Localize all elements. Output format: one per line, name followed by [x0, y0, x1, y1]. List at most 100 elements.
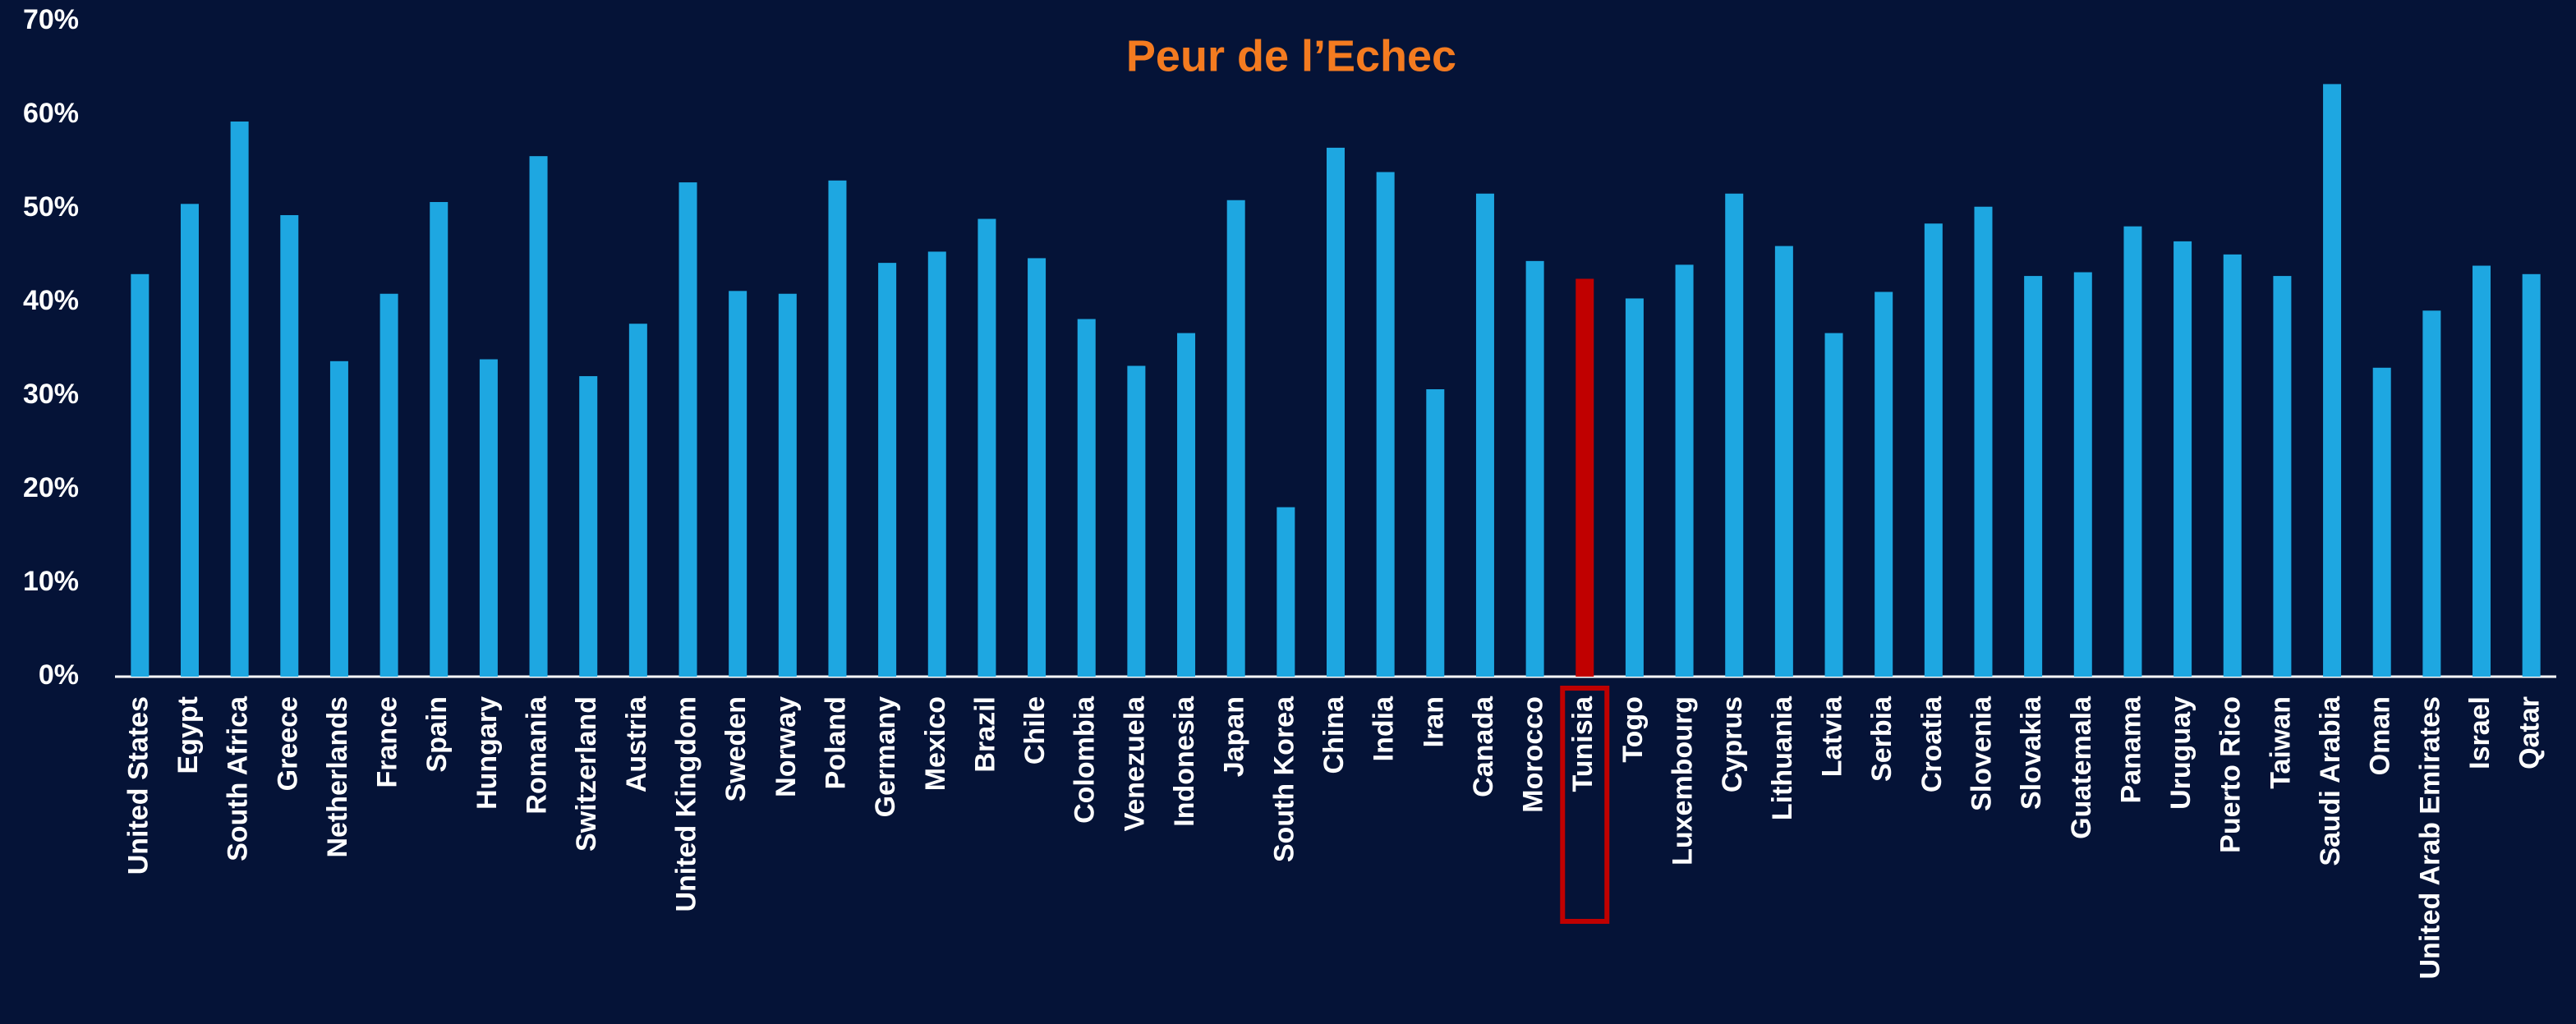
y-tick-label: 30%: [23, 379, 79, 410]
x-tick-label: Norway: [770, 696, 802, 797]
bar: [2522, 273, 2541, 677]
bar: [1725, 193, 1744, 677]
x-tick-label: Germany: [870, 696, 901, 817]
bar: [1824, 333, 1843, 677]
bar: [2174, 241, 2192, 677]
x-tick-label: Taiwan: [2265, 696, 2296, 789]
x-tick-label: Oman: [2365, 696, 2396, 775]
bar: [2073, 272, 2092, 677]
bar: [628, 324, 647, 677]
bar: [1525, 260, 1544, 677]
y-tick-label: 0%: [39, 659, 79, 691]
x-tick-label: Switzerland: [571, 696, 602, 852]
bar: [380, 293, 398, 677]
x-tick-label: Guatemala: [2066, 696, 2097, 839]
bar: [1426, 389, 1445, 677]
bar: [927, 251, 946, 677]
x-tick-label: Romania: [522, 696, 553, 815]
bar: [579, 376, 598, 677]
bar: [1127, 365, 1146, 677]
x-tick-label: United States: [122, 696, 154, 875]
bar: [778, 293, 797, 677]
x-tick-label: Croatia: [1916, 696, 1948, 792]
bar: [678, 182, 697, 677]
x-tick-label: Togo: [1617, 696, 1649, 763]
x-tick-label: Sweden: [720, 696, 752, 801]
bar: [1177, 333, 1196, 677]
bar: [1077, 319, 1096, 677]
y-tick-label: 20%: [23, 472, 79, 503]
x-tick-label: France: [372, 696, 403, 788]
bar: [1327, 147, 1345, 677]
bar: [430, 202, 448, 677]
x-tick-label: Iran: [1418, 696, 1449, 747]
bar: [1276, 507, 1295, 677]
x-tick-label: Slovenia: [1966, 696, 1997, 811]
x-tick-label: United Kingdom: [670, 696, 702, 912]
bar: [2323, 84, 2342, 677]
x-tick-label: South Africa: [223, 696, 254, 861]
x-tick-label: Qatar: [2514, 696, 2546, 769]
x-tick-label: Poland: [820, 696, 851, 789]
x-tick-label: Greece: [272, 696, 303, 791]
bar: [2024, 276, 2043, 677]
bar: [1475, 193, 1494, 677]
x-tick-label: India: [1368, 696, 1400, 761]
x-tick-label: Mexico: [920, 696, 951, 791]
bar: [2223, 254, 2242, 677]
bar: [978, 218, 996, 677]
x-tick-label: Canada: [1468, 696, 1499, 797]
bar: [180, 204, 199, 677]
bar: [2372, 367, 2391, 677]
bar: [479, 359, 498, 677]
bar: [1028, 258, 1046, 677]
x-tick-label: Hungary: [472, 696, 503, 810]
bar: [1625, 298, 1644, 677]
bar: [1874, 292, 1893, 677]
bar: [1226, 200, 1245, 677]
bar: [1924, 223, 1943, 677]
x-tick-label: Uruguay: [2165, 696, 2196, 810]
x-tick-label: Lithuania: [1767, 696, 1798, 820]
x-tick-label: Egypt: [172, 696, 204, 774]
x-tick-label: Tunisia: [1567, 696, 1598, 792]
x-tick-label: Spain: [421, 696, 453, 773]
bar: [878, 263, 897, 677]
bar: [729, 291, 748, 677]
chart-title: Peur de l’Echec: [1126, 31, 1456, 80]
bar: [1576, 278, 1594, 677]
x-tick-label: Panama: [2115, 696, 2146, 803]
x-tick-label: Colombia: [1070, 696, 1101, 824]
highlight-box: [1560, 686, 1610, 924]
x-tick-label: Serbia: [1866, 696, 1898, 782]
x-tick-label: Japan: [1219, 696, 1250, 777]
y-tick-label: 50%: [23, 191, 79, 223]
bar: [131, 273, 150, 677]
y-tick-label: 10%: [23, 566, 79, 597]
y-tick-label: 60%: [23, 98, 79, 129]
bar: [529, 156, 548, 677]
bar: [1774, 246, 1793, 677]
x-tick-label: Morocco: [1518, 696, 1549, 813]
x-tick-label: Brazil: [969, 696, 1000, 773]
x-tick-label: Saudi Arabia: [2315, 696, 2346, 866]
y-tick-label: 40%: [23, 285, 79, 316]
bar: [2273, 276, 2292, 677]
x-tick-label: Netherlands: [322, 696, 353, 858]
bar: [1974, 206, 1993, 677]
bar: [329, 360, 348, 677]
x-tick-label: United Arab Emirates: [2414, 696, 2445, 980]
bar: [828, 180, 847, 677]
x-tick-label: Venezuela: [1119, 696, 1150, 832]
y-tick-label: 70%: [23, 4, 79, 35]
bar: [2123, 226, 2142, 677]
x-tick-label: Slovakia: [2016, 696, 2047, 810]
x-tick-label: China: [1318, 696, 1350, 774]
x-tick-label: Puerto Rico: [2215, 696, 2247, 853]
x-tick-label: Luxembourg: [1668, 696, 1699, 866]
bar: [1376, 172, 1395, 677]
x-tick-label: Israel: [2464, 696, 2496, 769]
x-tick-label: Cyprus: [1717, 696, 1748, 792]
